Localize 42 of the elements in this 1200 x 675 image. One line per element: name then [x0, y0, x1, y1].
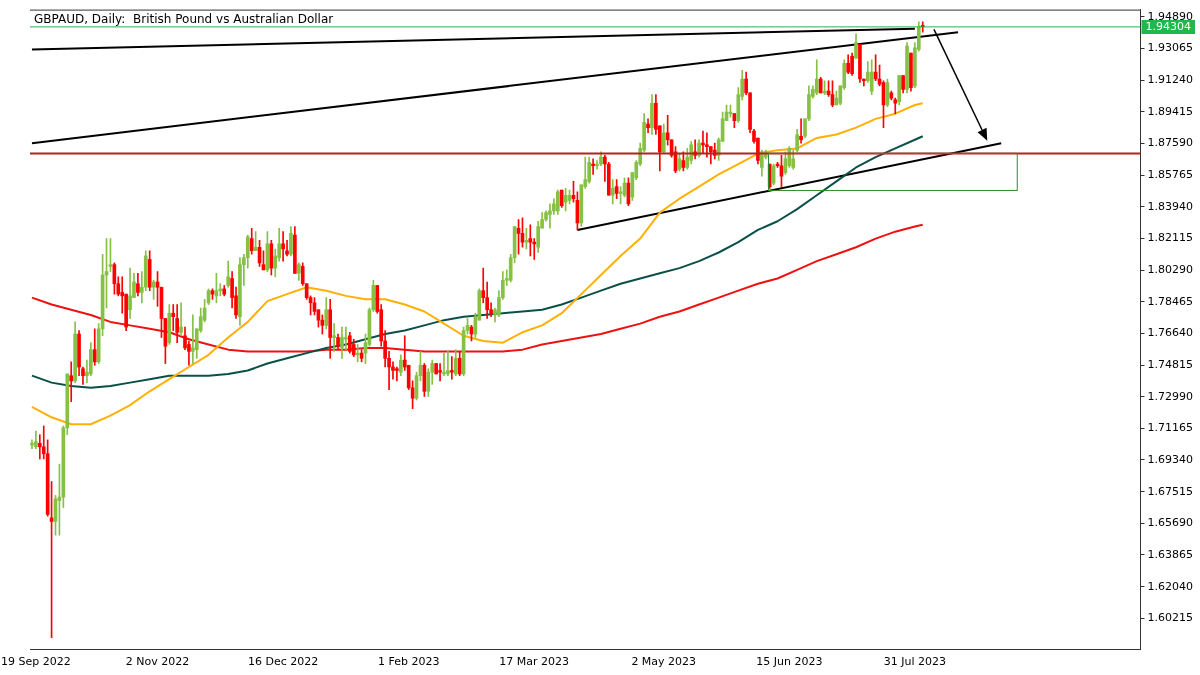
y-tick-label: 1.63865 — [1147, 547, 1194, 561]
y-tick-label: 1.91240 — [1147, 72, 1194, 86]
x-tick-label: 1 Feb 2023 — [377, 655, 440, 669]
candlestick — [179, 302, 183, 337]
x-tick-label: 2 May 2023 — [631, 655, 697, 669]
candlestick — [799, 118, 803, 144]
y-tick-label: 1.74815 — [1147, 357, 1194, 371]
y-tick-label: 1.89415 — [1147, 104, 1194, 118]
x-tick-label: 15 Jun 2023 — [756, 655, 823, 669]
y-tick-label: 1.71165 — [1147, 421, 1194, 435]
y-tick-label: 1.76640 — [1147, 326, 1194, 340]
chart-title: GBPAUD, Daily: British Pound vs Australian Dollar — [34, 11, 334, 26]
y-tick-label: 1.93065 — [1147, 41, 1194, 55]
candlestick — [69, 361, 74, 403]
y-tick-label: 1.82115 — [1147, 231, 1194, 245]
ref-line-label: 1.94304 — [1145, 20, 1192, 34]
x-tick-label: 16 Dec 2022 — [247, 655, 319, 669]
x-tick-label: 17 Mar 2023 — [499, 655, 570, 669]
candlestick — [450, 356, 454, 380]
x-tick-label: 19 Sep 2022 — [1, 655, 71, 669]
candlestick — [528, 224, 533, 257]
y-tick-label: 1.62040 — [1147, 579, 1194, 593]
y-tick-label: 1.94890 — [1147, 9, 1194, 23]
candlestick — [344, 326, 348, 350]
y-tick-label: 1.67515 — [1147, 484, 1194, 498]
candlestick — [191, 314, 195, 364]
candlestick — [395, 366, 399, 382]
y-tick-label: 1.85765 — [1147, 167, 1194, 181]
candlestick — [281, 231, 285, 262]
candlestick — [446, 351, 450, 377]
x-tick-label: 2 Nov 2022 — [125, 655, 190, 669]
candlestick — [438, 363, 442, 382]
y-tick-label: 1.72990 — [1147, 389, 1194, 403]
y-tick-label: 1.80290 — [1147, 262, 1194, 276]
y-tick-label: 1.83940 — [1147, 199, 1194, 213]
candlestick — [332, 323, 336, 352]
y-tick-label: 1.60215 — [1147, 611, 1194, 625]
y-tick-label: 1.87590 — [1147, 136, 1194, 150]
x-tick-label: 31 Jul 2023 — [883, 655, 947, 669]
y-tick-label: 1.69340 — [1147, 452, 1194, 466]
y-tick-label: 1.65690 — [1147, 516, 1194, 530]
y-tick-label: 1.78465 — [1147, 294, 1194, 308]
